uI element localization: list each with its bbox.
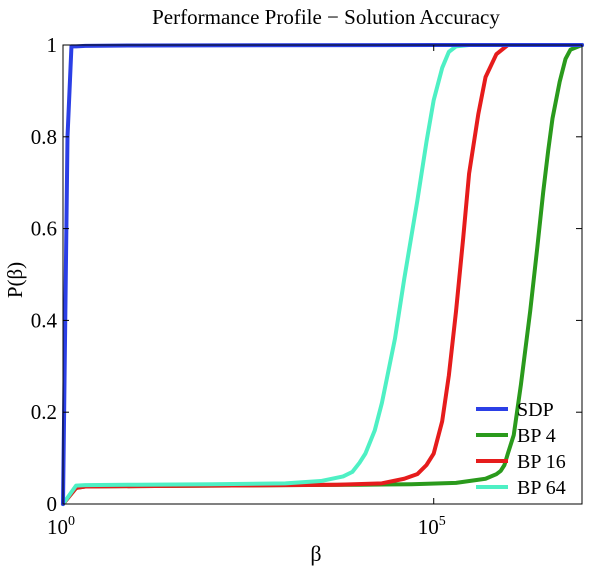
y-tick-label: 0.2 <box>31 400 57 424</box>
x-tick-label: 105 <box>418 514 446 539</box>
legend-label: SDP <box>517 399 554 421</box>
y-axis-label: P(β) <box>3 262 27 298</box>
y-tick-label: 0.8 <box>31 125 57 149</box>
legend-label: BP 16 <box>517 451 566 473</box>
y-tick-label: 1 <box>47 33 58 57</box>
legend-label: BP 4 <box>517 425 556 447</box>
plot-frame <box>62 44 583 505</box>
ticks-layer: 0 0.2 0.4 0.6 0.8 1 100 105 <box>31 33 582 539</box>
chart-title: Performance Profile − Solution Accuracy <box>152 5 500 29</box>
series-line-bp-64 <box>61 43 584 506</box>
y-tick-label: 0 <box>47 492 58 516</box>
y-tick-label: 0.4 <box>31 308 58 332</box>
x-tick-label: 100 <box>47 514 75 539</box>
x-axis-label: β <box>310 541 321 566</box>
legend-label: BP 64 <box>517 477 566 499</box>
y-tick-label: 0.6 <box>31 217 57 241</box>
legend: SDP BP 4 BP 16 BP 64 <box>476 399 566 499</box>
